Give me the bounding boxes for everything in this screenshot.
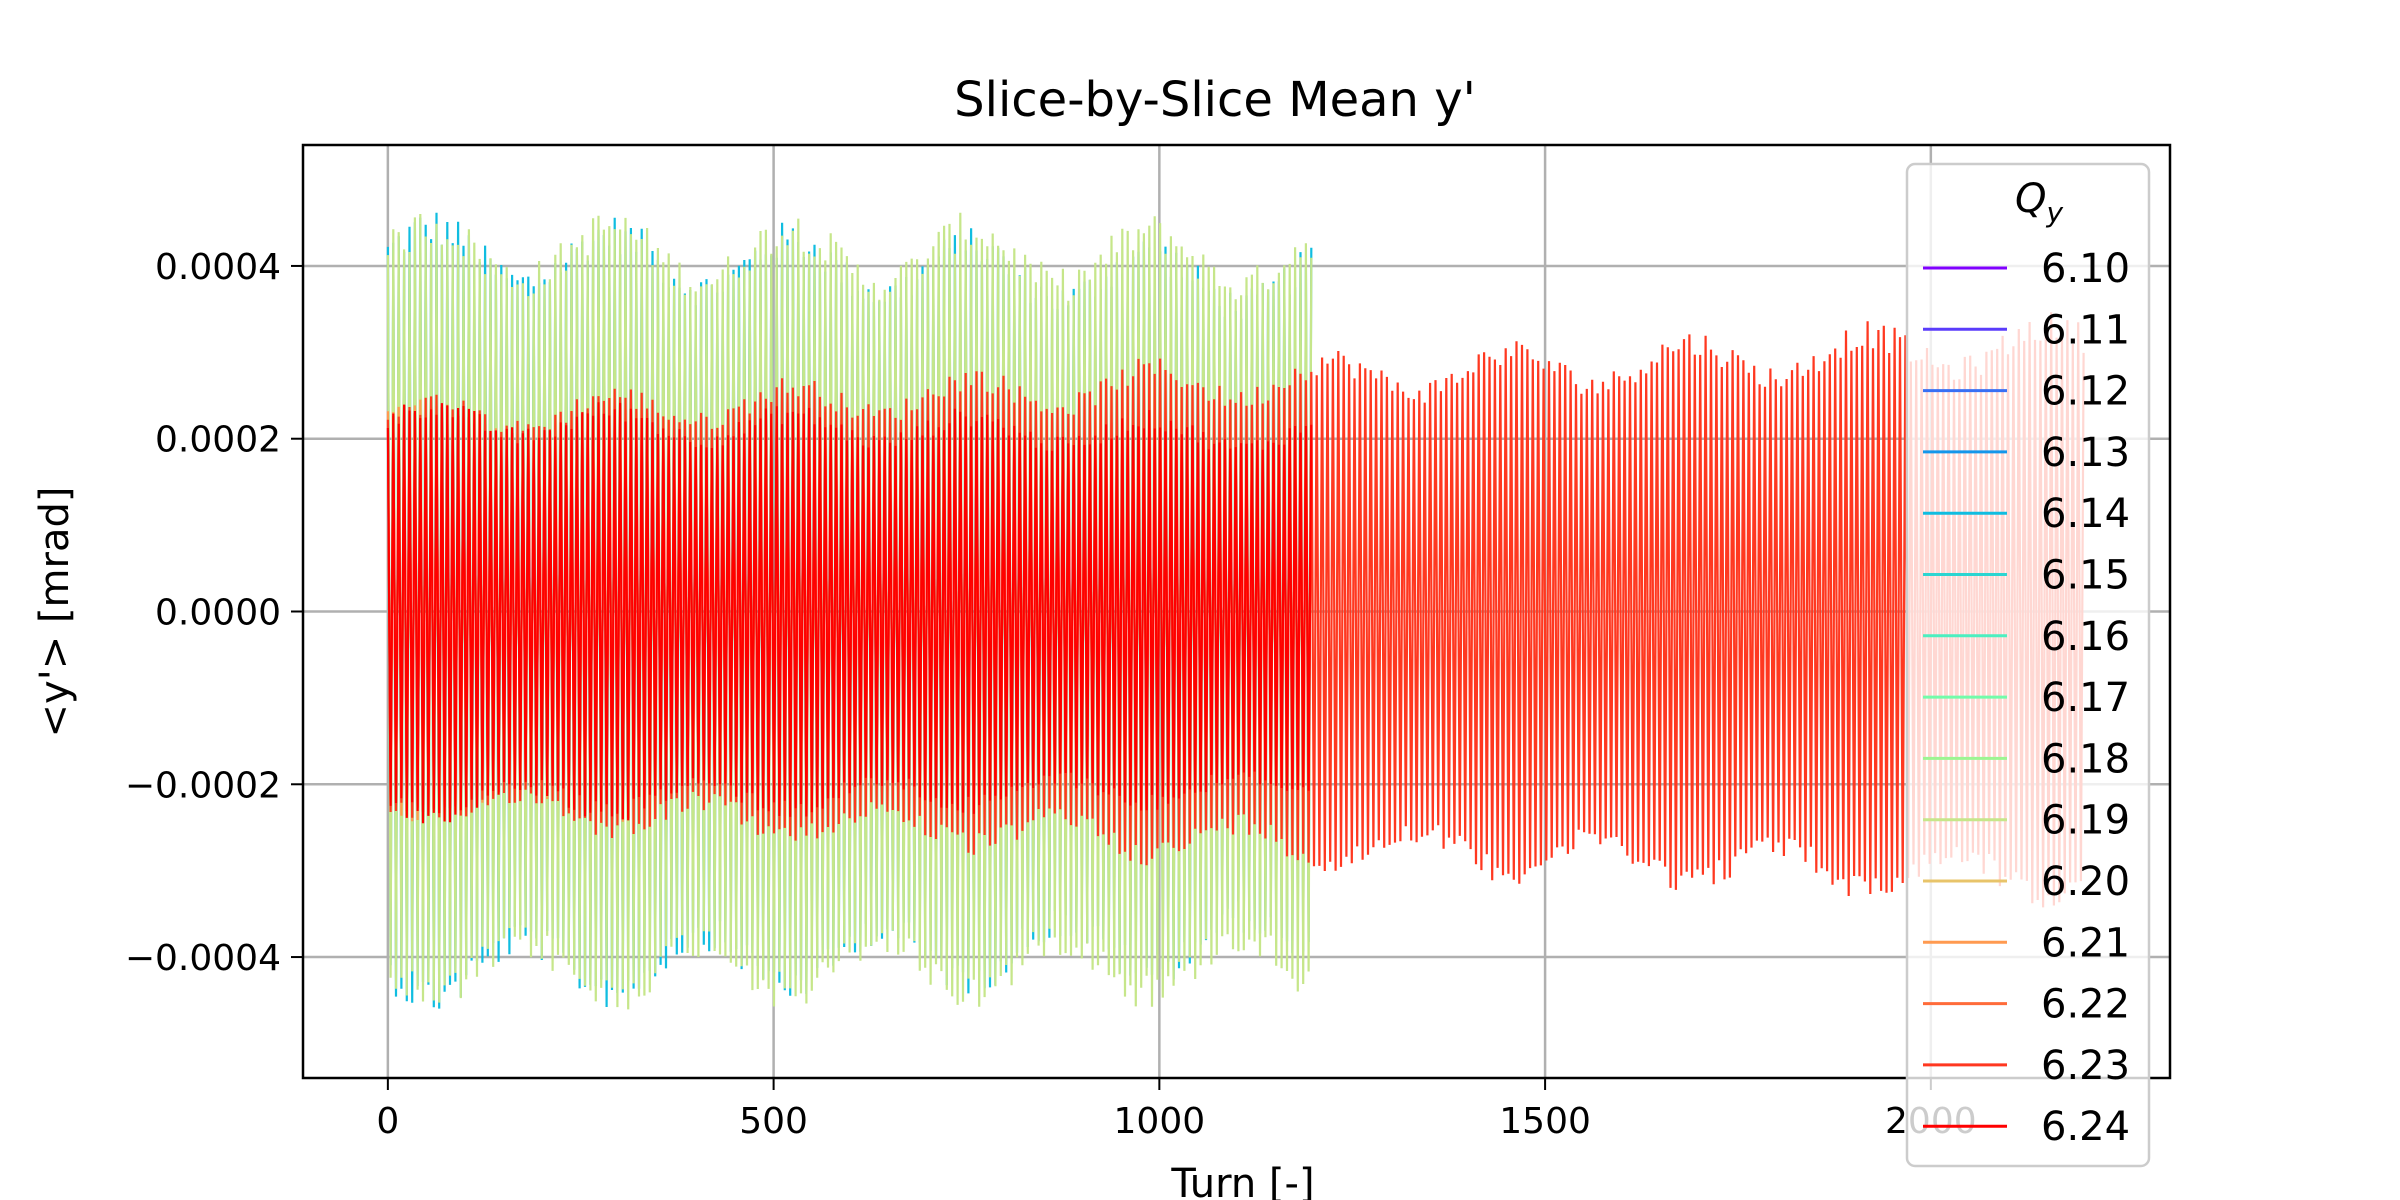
legend-title: Qy (2015, 176, 2063, 229)
y-tick-label: 0.0002 (155, 420, 281, 461)
legend-label-6.16: 6.16 (2041, 614, 2130, 660)
legend-label-6.23: 6.23 (2041, 1043, 2130, 1089)
series-line-6.19 (386, 212, 1313, 1010)
y-tick-label: −0.0002 (125, 765, 281, 806)
legend-label-6.15: 6.15 (2041, 553, 2130, 599)
y-tick-label: 0.0004 (155, 247, 281, 288)
legend-label-6.11: 6.11 (2041, 307, 2130, 353)
series-line-6.24 (386, 402, 1313, 824)
y-tick-label: 0.0000 (155, 593, 281, 634)
y-tick-label: −0.0004 (125, 938, 281, 979)
y-axis-label: <y'> [mrad] (32, 487, 78, 738)
legend-label-6.20: 6.20 (2041, 859, 2130, 905)
legend-label-6.24: 6.24 (2041, 1104, 2130, 1150)
x-axis-ticks: 0500100015002000 (376, 1078, 1977, 1142)
legend-label-6.17: 6.17 (2041, 675, 2130, 721)
x-tick-label: 1000 (1114, 1101, 1206, 1142)
legend-label-6.18: 6.18 (2041, 736, 2130, 782)
chart-title: Slice-by-Slice Mean y' (954, 72, 1476, 128)
legend-label-6.13: 6.13 (2041, 430, 2130, 476)
legend-label-6.19: 6.19 (2041, 798, 2130, 844)
legend-label-6.21: 6.21 (2041, 920, 2130, 966)
legend-label-6.10: 6.10 (2041, 246, 2130, 292)
legend: Qy 6.10 6.11 6.12 6.13 6.14 6.15 6.16 6.17 6.18 6.… (1905, 162, 2151, 1168)
legend-box (1905, 162, 2151, 1168)
legend-label-6.12: 6.12 (2041, 369, 2130, 415)
x-tick-label: 500 (739, 1101, 808, 1142)
x-tick-label: 0 (376, 1101, 399, 1142)
y-axis-ticks: 0.0004 0.0002 0.0000 −0.0002 −0.0004 (125, 247, 303, 979)
legend-label-6.14: 6.14 (2041, 491, 2130, 537)
x-axis-label: Turn [-] (1170, 1161, 1314, 1200)
legend-label-6.22: 6.22 (2041, 982, 2130, 1028)
series-lines (386, 212, 2085, 1010)
x-tick-label: 1500 (1499, 1101, 1591, 1142)
